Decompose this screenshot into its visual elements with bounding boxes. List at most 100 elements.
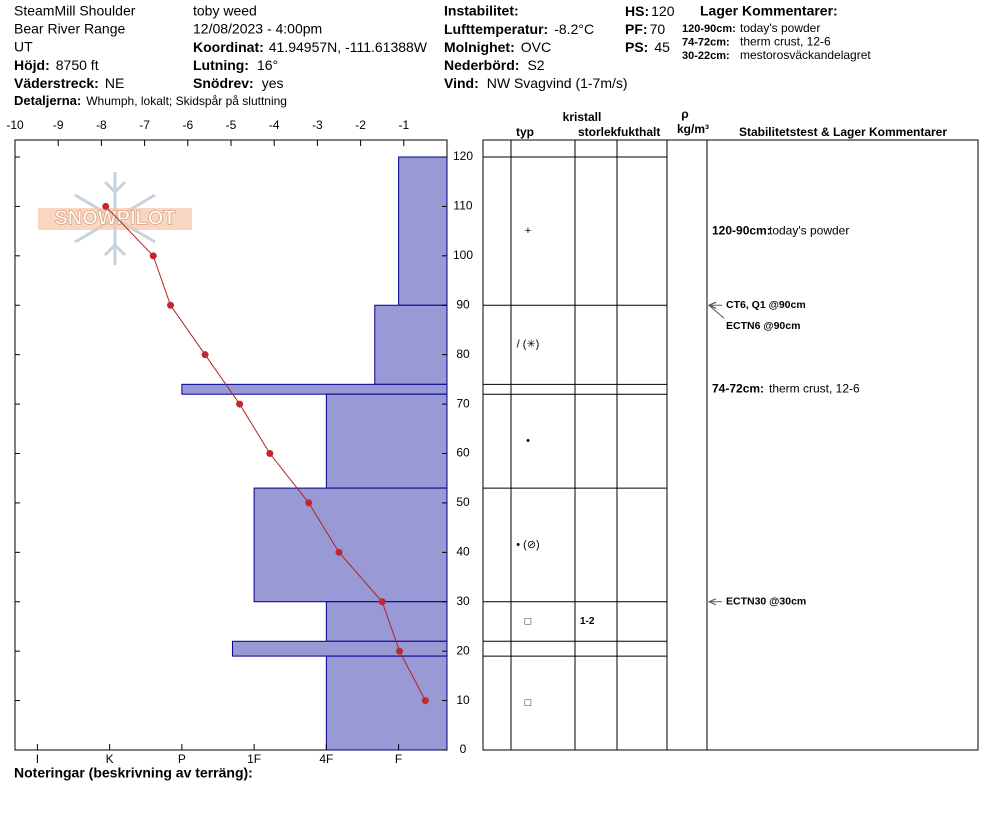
header-type: typ bbox=[516, 125, 534, 139]
label: HS: bbox=[625, 3, 649, 19]
site: SteamMill Shoulder bbox=[14, 3, 136, 19]
y-tick-label: 120 bbox=[453, 149, 473, 163]
grain-type: • bbox=[526, 435, 530, 447]
grain-size: 1-2 bbox=[580, 616, 595, 627]
label: Vind: bbox=[444, 75, 479, 91]
y-tick-label: 50 bbox=[456, 495, 470, 509]
label: Lufttemperatur: bbox=[444, 21, 548, 37]
temperature-point bbox=[266, 450, 274, 457]
y-tick-label: 30 bbox=[456, 594, 470, 608]
hardness-tick-label: F bbox=[395, 752, 402, 766]
hardness-layer bbox=[325, 655, 448, 751]
header-density-unit: kg/m³ bbox=[677, 122, 709, 136]
grain-type: + bbox=[525, 225, 531, 237]
label: Molnighet: bbox=[444, 39, 515, 55]
hardness-layer bbox=[231, 640, 448, 657]
layer-comment-range: 74-72cm: bbox=[682, 36, 730, 48]
label: Snödrev: bbox=[193, 75, 254, 91]
grain-type: / (✳) bbox=[517, 339, 540, 351]
layer-comment-range: 120-90cm: bbox=[712, 223, 771, 237]
layer-comment-text: therm crust, 12-6 bbox=[769, 381, 860, 395]
value: Whumph, lokalt; Skidspår på sluttning bbox=[86, 94, 287, 108]
header-moisture: fukthalt bbox=[617, 125, 660, 139]
grain-type: • (⊘) bbox=[516, 539, 539, 551]
ps: PS: 45 bbox=[625, 39, 670, 55]
hardness-layer bbox=[325, 601, 448, 642]
table-columns bbox=[510, 140, 708, 750]
hardness-tick-label: I bbox=[36, 752, 39, 766]
wind-loading: Snödrev: yes bbox=[193, 75, 283, 91]
observer: toby weed bbox=[193, 3, 257, 19]
range: Bear River Range bbox=[14, 21, 125, 37]
hardness-tick-label: 4F bbox=[319, 752, 333, 766]
y-tick-label: 10 bbox=[456, 693, 470, 707]
temperature-point bbox=[421, 697, 429, 705]
label: Detaljerna: bbox=[14, 93, 81, 108]
y-tick-label: 20 bbox=[456, 643, 470, 657]
coordinates: Koordinat: 41.94957N, -111.61388W bbox=[193, 39, 428, 55]
value: S2 bbox=[527, 57, 544, 73]
hardness-layer bbox=[253, 487, 448, 603]
temperature-point bbox=[378, 598, 386, 606]
x-tick-label: -7 bbox=[139, 118, 150, 132]
x-tick-label: -10 bbox=[6, 118, 24, 132]
y-tick-label: 100 bbox=[453, 248, 473, 262]
value: 120 bbox=[651, 3, 675, 19]
layer-comment-text: mestorosväckandelagret bbox=[740, 48, 871, 62]
y-tick-label: 0 bbox=[460, 742, 467, 756]
value: 45 bbox=[654, 39, 670, 55]
temperature-point bbox=[167, 301, 175, 309]
value: -8.2°C bbox=[554, 21, 594, 37]
arrow-head bbox=[707, 301, 717, 309]
layer-comment-text: therm crust, 12-6 bbox=[740, 35, 831, 49]
hardness-layer bbox=[181, 383, 448, 395]
x-tick-label: -9 bbox=[53, 118, 64, 132]
instability: Instabilitet: bbox=[444, 3, 519, 19]
y-tick-label: 60 bbox=[456, 446, 470, 460]
temperature-point bbox=[149, 252, 157, 260]
grain-type: □ bbox=[525, 615, 532, 627]
layer-comment-text: today's powder bbox=[769, 223, 849, 237]
hardness-tick-label: K bbox=[106, 752, 114, 766]
stability-test: CT6, Q1 @90cm bbox=[726, 299, 806, 311]
header-size: storlek bbox=[578, 125, 618, 139]
details: Detaljerna: Whumph, lokalt; Skidspår på s… bbox=[14, 93, 287, 108]
slope: Lutning: 16° bbox=[193, 57, 278, 73]
label: Lutning: bbox=[193, 57, 249, 73]
arrow-head bbox=[707, 598, 717, 606]
y-tick-label: 90 bbox=[456, 297, 470, 311]
layer-comment-text: today's powder bbox=[740, 21, 820, 35]
value: 8750 ft bbox=[56, 57, 99, 73]
x-tick-label: -1 bbox=[398, 118, 409, 132]
value: OVC bbox=[521, 39, 551, 55]
layer-comment-range: 120-90cm: bbox=[682, 23, 736, 35]
label: Koordinat: bbox=[193, 39, 264, 55]
y-tick-label: 110 bbox=[453, 199, 472, 213]
y-tick-label: 80 bbox=[456, 347, 470, 361]
label: Väderstreck: bbox=[14, 75, 99, 91]
layer-comments-title: Lager Kommentarer: bbox=[700, 3, 838, 19]
precipitation: Nederbörd: S2 bbox=[444, 57, 545, 73]
elevation: Höjd: 8750 ft bbox=[14, 57, 99, 73]
test-arrow bbox=[708, 304, 725, 319]
x-tick-label: -3 bbox=[312, 118, 323, 132]
logo-band bbox=[38, 208, 192, 230]
datetime: 12/08/2023 - 4:00pm bbox=[193, 21, 322, 37]
label: Höjd: bbox=[14, 57, 50, 73]
layer-comment-range: 74-72cm: bbox=[712, 381, 764, 395]
wind: Vind: NW Svagvind (1-7m/s) bbox=[444, 75, 628, 91]
x-tick-label: -8 bbox=[96, 118, 107, 132]
table-frame bbox=[482, 139, 979, 751]
state: UT bbox=[14, 39, 33, 55]
y-tick-label: 40 bbox=[456, 545, 470, 559]
pf: PF: 70 bbox=[625, 21, 665, 37]
header-rho: ρ bbox=[681, 107, 688, 121]
value: 70 bbox=[650, 21, 666, 37]
x-tick-label: -2 bbox=[355, 118, 366, 132]
value: 16° bbox=[257, 57, 278, 73]
temperature-point bbox=[395, 647, 403, 655]
layer-comments: 120-90cm: today's powder 74-72cm: therm cru… bbox=[682, 21, 871, 62]
hardness-layer bbox=[325, 393, 448, 489]
